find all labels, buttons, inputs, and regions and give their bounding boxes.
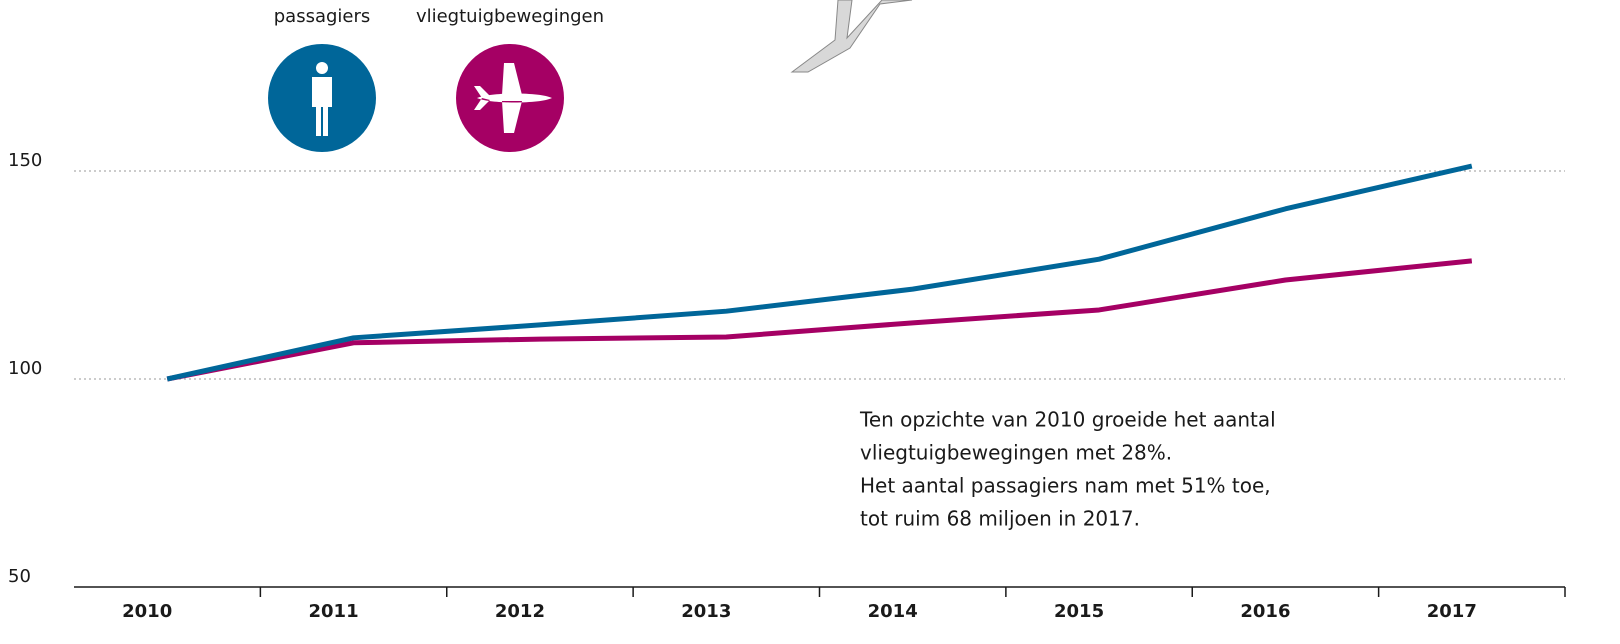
y-tick-label: 100 bbox=[8, 358, 42, 379]
y-tick-label: 50 bbox=[8, 566, 31, 587]
legend-item: vliegtuigbewegingen bbox=[416, 6, 604, 152]
y-tick-label: 150 bbox=[8, 150, 42, 171]
x-tick-label: 2010 bbox=[122, 601, 172, 622]
x-tick-label: 2011 bbox=[309, 601, 359, 622]
line bbox=[166, 258, 1473, 382]
icon-body bbox=[312, 77, 332, 136]
annotation: Het aantal passagiers nam met 51% toe, bbox=[860, 474, 1271, 498]
decoration bbox=[790, 0, 913, 73]
x-tick-label: 2017 bbox=[1427, 601, 1477, 622]
x-tick-label: 2012 bbox=[495, 601, 545, 622]
annotation: Ten opzichte van 2010 groeide het aantal bbox=[859, 408, 1276, 432]
icon-plane bbox=[474, 63, 552, 133]
legend-item: passagiers bbox=[268, 6, 376, 152]
annotation: vliegtuigbewegingen met 28%. bbox=[860, 441, 1172, 465]
legend-label: passagiers bbox=[274, 6, 371, 27]
icon-head bbox=[316, 62, 328, 74]
line bbox=[166, 163, 1473, 382]
legend-label: vliegtuigbewegingen bbox=[416, 6, 604, 27]
x-tick-label: 2016 bbox=[1240, 601, 1290, 622]
x-tick-label: 2014 bbox=[868, 601, 918, 622]
annotation: tot ruim 68 miljoen in 2017. bbox=[860, 507, 1140, 531]
x-tick-label: 2013 bbox=[681, 601, 731, 622]
x-tick-label: 2015 bbox=[1054, 601, 1104, 622]
